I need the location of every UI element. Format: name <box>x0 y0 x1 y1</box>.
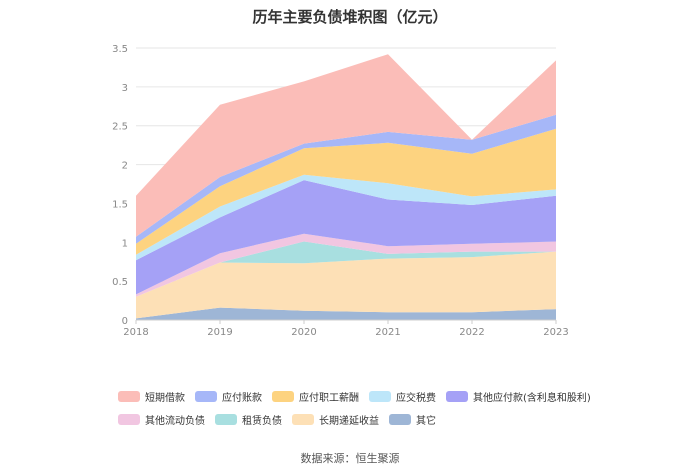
legend-item-taxes-payable[interactable]: 应交税费 <box>369 389 436 404</box>
legend-item-other-current-liabilities[interactable]: 其他流动负债 <box>118 412 205 427</box>
area-series-4[interactable] <box>136 180 556 295</box>
legend-item-lease-liabilities[interactable]: 租赁负债 <box>215 412 282 427</box>
y-tick-label: 0 <box>122 316 128 327</box>
area-series-3[interactable] <box>136 233 556 297</box>
legend-swatch <box>195 390 217 402</box>
y-tick-label: 1 <box>122 238 128 249</box>
x-tick-label: 2022 <box>459 327 484 338</box>
legend-label: 租赁负债 <box>242 415 282 427</box>
data-source-note: 数据来源：恒生聚源 <box>300 452 400 465</box>
y-tick-label: 2.5 <box>112 122 128 133</box>
legend-row-1: 短期借款 应付账款 应付职工薪酬 应交税费 其他应付款(含利息和股利) <box>118 389 598 404</box>
legend-item-other-payables[interactable]: 其他应付款(含利息和股利) <box>446 389 591 404</box>
legend-label: 短期借款 <box>145 392 185 404</box>
y-tick-label: 2 <box>122 161 128 172</box>
legend-label: 长期递延收益 <box>319 415 379 427</box>
legend-item-other[interactable]: 其它 <box>389 412 436 427</box>
legend-swatch <box>446 390 468 402</box>
legend-item-payroll-payable[interactable]: 应付职工薪酬 <box>272 389 359 404</box>
area-series-7[interactable] <box>136 114 556 244</box>
x-tick-label: 2023 <box>543 327 568 338</box>
y-tick-label: 0.5 <box>112 277 128 288</box>
x-tick-label: 2021 <box>375 327 400 338</box>
legend-swatch <box>292 413 314 425</box>
legend-swatch <box>369 390 391 402</box>
legend: 短期借款 应付账款 应付职工薪酬 应交税费 其他应付款(含利息和股利) <box>118 389 598 435</box>
legend-swatch <box>389 413 411 425</box>
legend-label: 应付职工薪酬 <box>299 392 359 404</box>
y-tick-label: 3 <box>122 83 128 94</box>
legend-item-short-term-loans[interactable]: 短期借款 <box>118 389 185 404</box>
legend-label: 应付账款 <box>222 392 262 404</box>
area-series-2[interactable] <box>136 241 556 297</box>
stacked-areas <box>136 54 556 320</box>
x-tick-label: 2020 <box>291 327 316 338</box>
legend-swatch <box>118 413 140 425</box>
legend-label: 其它 <box>416 415 436 427</box>
area-series-8[interactable] <box>136 54 556 237</box>
y-tick-label: 1.5 <box>112 199 128 210</box>
legend-swatch <box>118 390 140 402</box>
area-series-1[interactable] <box>136 251 556 319</box>
chart-title: 历年主要负债堆积图（亿元） <box>252 8 448 26</box>
legend-label: 应交税费 <box>396 392 436 404</box>
y-tick-label: 3.5 <box>112 44 128 55</box>
legend-swatch <box>215 413 237 425</box>
legend-row-2: 其他流动负债 租赁负债 长期递延收益 其它 <box>118 412 598 427</box>
legend-label: 其他应付款(含利息和股利) <box>473 392 591 404</box>
legend-label: 其他流动负债 <box>145 415 205 427</box>
x-tick-label: 2019 <box>207 327 232 338</box>
legend-item-accounts-payable[interactable]: 应付账款 <box>195 389 262 404</box>
legend-item-deferred-income[interactable]: 长期递延收益 <box>292 412 379 427</box>
x-tick-label: 2018 <box>123 327 148 338</box>
axes: 0 0.5 1 1.5 2 2.5 3 3.5 2018 2019 2020 2021 2022 2023 <box>112 44 569 338</box>
area-series-6[interactable] <box>136 128 556 255</box>
area-series-0[interactable] <box>136 307 556 320</box>
legend-swatch <box>272 390 294 402</box>
area-series-5[interactable] <box>136 174 556 261</box>
